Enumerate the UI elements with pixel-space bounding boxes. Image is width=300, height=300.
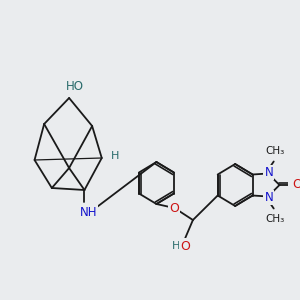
Text: NH: NH bbox=[80, 206, 97, 218]
Text: O: O bbox=[169, 202, 179, 214]
Text: CH₃: CH₃ bbox=[265, 214, 284, 224]
Text: O: O bbox=[292, 178, 300, 191]
Text: CH₃: CH₃ bbox=[265, 146, 284, 157]
Text: HO: HO bbox=[66, 80, 84, 92]
Text: H: H bbox=[111, 151, 119, 161]
Text: O: O bbox=[180, 239, 190, 253]
Text: N: N bbox=[265, 191, 273, 204]
Text: N: N bbox=[265, 166, 273, 179]
Text: H: H bbox=[172, 241, 180, 251]
